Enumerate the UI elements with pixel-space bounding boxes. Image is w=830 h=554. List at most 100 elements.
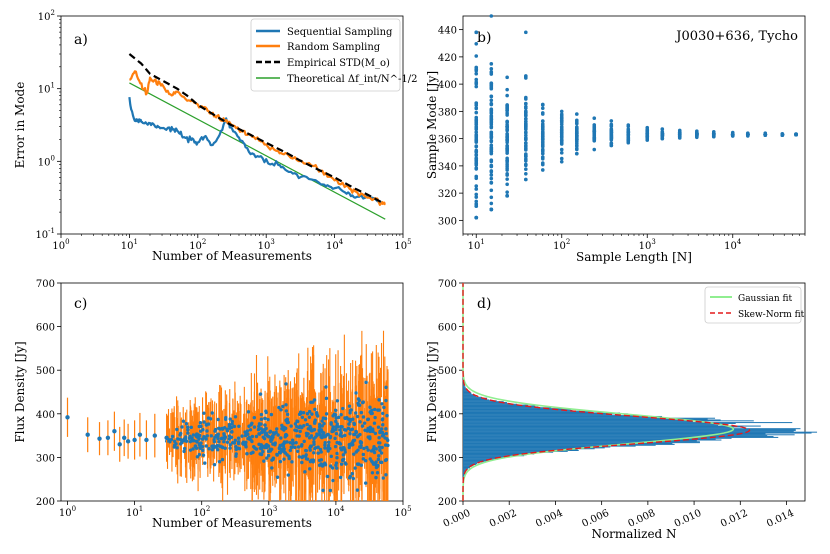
data-point xyxy=(284,432,288,437)
y-tick-label: 600 xyxy=(438,323,457,334)
data-point xyxy=(378,441,382,445)
data-point xyxy=(230,419,234,424)
data-point xyxy=(474,192,479,197)
data-point xyxy=(474,125,479,129)
data-point xyxy=(540,161,545,165)
y-tick-label: 200 xyxy=(36,497,55,508)
histogram-bar xyxy=(463,457,496,459)
data-point xyxy=(295,424,299,429)
data-point xyxy=(296,445,301,449)
histogram-bar xyxy=(463,426,743,428)
data-point xyxy=(384,473,388,477)
data-point xyxy=(335,456,339,460)
data-point xyxy=(294,441,298,445)
histogram-bar xyxy=(463,475,465,477)
data-point xyxy=(365,445,369,450)
histogram-bar xyxy=(463,456,511,458)
data-point xyxy=(489,188,494,193)
data-point xyxy=(363,481,368,485)
data-point xyxy=(380,418,385,422)
data-point xyxy=(281,444,286,448)
data-point xyxy=(268,449,273,453)
data-point xyxy=(335,422,339,426)
data-point xyxy=(333,408,338,412)
data-point xyxy=(293,445,297,450)
y-tick-label: 300 xyxy=(36,453,55,464)
data-point xyxy=(540,137,545,142)
data-point xyxy=(256,427,261,432)
data-point xyxy=(489,111,494,115)
histogram-bar xyxy=(463,446,611,448)
data-point xyxy=(313,447,317,451)
data-point xyxy=(489,163,494,168)
data-point xyxy=(379,451,384,455)
data-point xyxy=(524,76,528,80)
data-point xyxy=(343,433,347,438)
data-point xyxy=(524,126,528,131)
data-point xyxy=(559,112,564,117)
data-point xyxy=(273,441,277,445)
data-point xyxy=(376,457,381,462)
x-tick-label: 0.014 xyxy=(765,508,796,530)
data-point xyxy=(229,435,234,440)
x-tick-label: 102 xyxy=(553,238,570,252)
data-point xyxy=(220,457,225,462)
data-point xyxy=(194,446,199,450)
data-point xyxy=(252,445,256,449)
data-point xyxy=(175,427,179,432)
data-point xyxy=(489,159,494,164)
data-point xyxy=(290,441,295,446)
data-point xyxy=(317,463,322,467)
data-point xyxy=(105,435,111,440)
data-point xyxy=(339,462,344,466)
data-point xyxy=(677,131,682,135)
data-point xyxy=(333,444,338,449)
data-point xyxy=(206,416,211,420)
data-point xyxy=(359,410,364,415)
data-point xyxy=(370,459,374,463)
data-point xyxy=(267,435,271,439)
data-point xyxy=(304,448,308,453)
panel-b-axes xyxy=(462,15,806,235)
data-point xyxy=(321,416,326,420)
histogram-bar xyxy=(463,395,478,397)
data-point xyxy=(524,162,528,167)
data-point xyxy=(265,444,269,449)
data-point xyxy=(293,428,297,432)
data-point xyxy=(366,448,370,452)
data-point xyxy=(377,436,381,440)
data-point xyxy=(300,455,304,460)
histogram-bar xyxy=(463,451,554,453)
data-point xyxy=(505,132,509,136)
data-point xyxy=(258,452,262,456)
legend-label-empirical: Empirical STD(M_o) xyxy=(287,58,390,69)
data-point xyxy=(298,424,302,428)
data-point xyxy=(695,132,699,136)
data-point xyxy=(348,408,353,413)
data-point xyxy=(780,132,785,137)
data-point xyxy=(540,106,545,111)
panel-a-label: a) xyxy=(74,32,88,48)
data-point xyxy=(285,412,290,417)
data-point xyxy=(172,439,177,444)
histogram-bar xyxy=(463,473,465,475)
data-point xyxy=(368,425,372,430)
data-point xyxy=(182,446,187,451)
data-point xyxy=(189,425,193,430)
data-point xyxy=(282,457,286,461)
data-point xyxy=(230,422,234,426)
data-point xyxy=(282,440,287,444)
data-point xyxy=(374,475,378,480)
data-point xyxy=(626,124,631,129)
histogram-bar xyxy=(463,433,766,435)
data-point xyxy=(574,146,579,151)
data-point xyxy=(354,411,358,415)
y-tick-label: 320 xyxy=(438,189,457,200)
data-point xyxy=(368,429,373,434)
panel-b: b) J0030+636, Tycho Sample Length [N] Sa… xyxy=(425,14,806,264)
data-point xyxy=(200,444,205,449)
data-point xyxy=(335,440,339,445)
data-point xyxy=(592,129,597,134)
data-point xyxy=(350,471,354,476)
data-point xyxy=(65,415,70,420)
